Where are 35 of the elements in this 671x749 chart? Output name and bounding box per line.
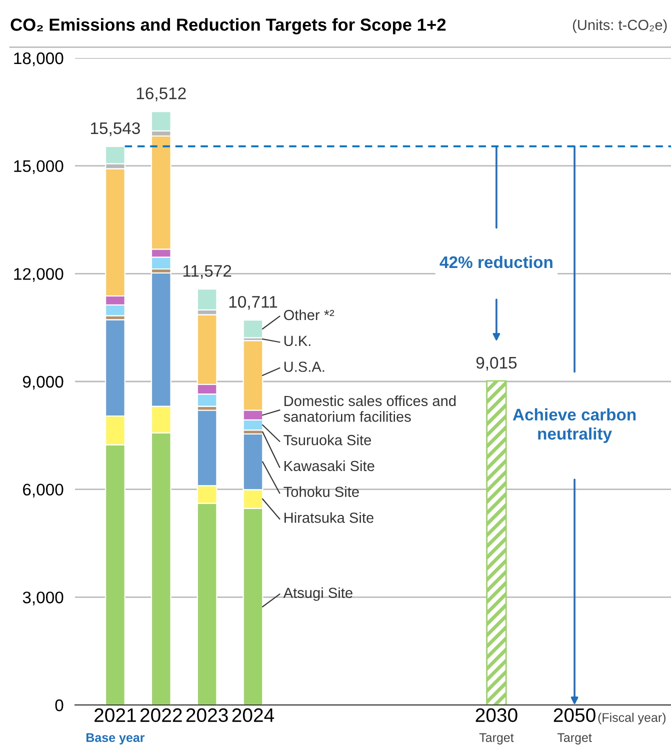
- y-tick-label: 12,000: [14, 268, 64, 282]
- x-tick-label: 2050: [554, 708, 596, 722]
- x-tick-label: 2030: [476, 708, 518, 722]
- x-tick-label: 2024: [232, 708, 274, 722]
- annotation: 42% reduction: [440, 256, 552, 268]
- series-label: Hiratsuka Site: [284, 512, 374, 523]
- series-label: Domestic sales offices and sanatorium facilities: [284, 395, 456, 422]
- series-label: U.K.: [284, 336, 310, 346]
- text: Target: [479, 733, 514, 744]
- y-tick-label: 18,000: [14, 52, 64, 66]
- y-tick-label: 15,000: [14, 160, 64, 174]
- total-label: 15,543: [90, 122, 140, 136]
- series-label: Other *²: [284, 309, 334, 320]
- total-label: 16,512: [136, 87, 186, 102]
- series-label: Tohoku Site: [284, 486, 359, 498]
- series-label: U.S.A.: [284, 362, 324, 372]
- x-tick-label: 2022: [140, 708, 182, 722]
- series-label: Atsugi Site: [283, 587, 352, 601]
- total-label: 11,572: [183, 265, 232, 279]
- y-tick-label: 6,000: [23, 484, 64, 498]
- text: Base year: [86, 733, 145, 744]
- annotation: Achieve carbon neutrality: [512, 408, 636, 444]
- text: Kawasaki Site: [284, 460, 374, 472]
- y-tick-label: 9,000: [22, 376, 64, 390]
- chart-subtitle: (Units: t-CO₂e): [572, 19, 667, 34]
- text: Target: [557, 733, 592, 744]
- chart-title: CO₂ Emissions and Reduction Targets for Scope 1+2: [10, 18, 446, 34]
- series-label: Tsuruoka Site: [284, 434, 372, 446]
- total-label: 10,711: [229, 296, 278, 310]
- x-axis-title: (Fiscal year): [598, 712, 666, 724]
- x-tick-label: 2023: [186, 708, 228, 722]
- y-tick-label: 3,000: [22, 592, 64, 606]
- data-label: 9,015: [476, 356, 517, 371]
- x-tick-label: 2021: [94, 708, 136, 722]
- y-tick-label: 0: [55, 699, 64, 712]
